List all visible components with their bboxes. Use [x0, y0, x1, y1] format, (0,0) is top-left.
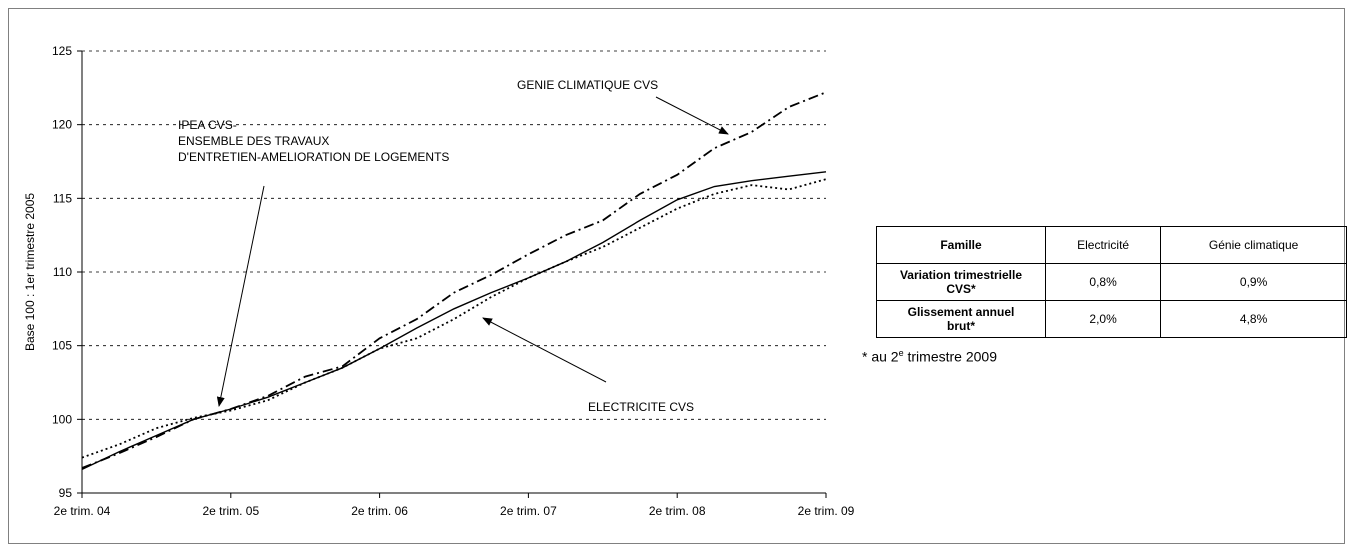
y-tick-label: 110 [53, 265, 72, 279]
footnote-prefix: * au 2 [862, 348, 899, 365]
y-tick-label: 120 [52, 118, 72, 132]
y-axis-label: Base 100 : 1er trimestre 2005 [23, 193, 37, 351]
series-genie-climatique-line [81, 91, 827, 469]
table-row-label: Variation trimestrielle CVS* [876, 263, 1046, 301]
annotation-ipea-line1: IPEA CVS- [178, 118, 237, 132]
series-electricite-line [81, 178, 827, 459]
table-header-genie-climatique: Génie climatique [1160, 226, 1347, 264]
table-header-famille: Famille [876, 226, 1046, 264]
y-tick-label: 125 [52, 44, 72, 58]
annotation-genie-climatique: GENIE CLIMATIQUE CVS [517, 78, 658, 92]
arrow-electricite [482, 317, 607, 383]
x-tick-label: 2e trim. 05 [202, 504, 259, 518]
table-cell: 4,8% [1160, 300, 1347, 338]
x-tick-label: 2e trim. 04 [54, 504, 111, 518]
x-tick-label: 2e trim. 06 [351, 504, 408, 518]
y-tick-label: 95 [59, 486, 73, 500]
footnote-sup: e [898, 348, 904, 358]
row-label-line2: CVS* [946, 282, 976, 296]
row-label-line2: brut* [947, 319, 975, 333]
footnote: * au 2e trimestre 2009 [862, 348, 997, 365]
annotation-ipea-line2: ENSEMBLE DES TRAVAUX [178, 134, 329, 148]
table-header-row: Famille Electricité Génie climatique [876, 226, 1347, 264]
row-label-line1: Glissement annuel [907, 305, 1015, 319]
row-label-line1: Variation trimestrielle [899, 268, 1023, 282]
x-tick-label: 2e trim. 07 [500, 504, 557, 518]
arrow-ipea [216, 185, 265, 407]
arrow-genie-climatique [655, 96, 729, 135]
annotation-ipea-line3: D'ENTRETIEN-AMELIORATION DE LOGEMENTS [178, 150, 449, 164]
footnote-suffix: trimestre 2009 [903, 348, 997, 365]
summary-table: Famille Electricité Génie climatique Var… [876, 226, 1347, 338]
y-tick-label: 100 [52, 412, 72, 426]
table-row-label: Glissement annuel brut* [876, 300, 1046, 338]
annotation-electricite: ELECTRICITE CVS [588, 400, 694, 414]
y-tick-label: 105 [52, 339, 72, 353]
x-tick-label: 2e trim. 08 [649, 504, 706, 518]
table-cell: 0,8% [1044, 263, 1162, 301]
table-row: Variation trimestrielle CVS* 0,8% 0,9% [876, 263, 1347, 301]
y-tick-label: 115 [53, 191, 72, 205]
table-row: Glissement annuel brut* 2,0% 4,8% [876, 300, 1347, 338]
series-ipea-line [81, 171, 827, 471]
x-tick-label: 2e trim. 09 [798, 504, 855, 518]
table-cell: 2,0% [1044, 300, 1162, 338]
table-header-electricite: Electricité [1044, 226, 1162, 264]
table-cell: 0,9% [1160, 263, 1347, 301]
